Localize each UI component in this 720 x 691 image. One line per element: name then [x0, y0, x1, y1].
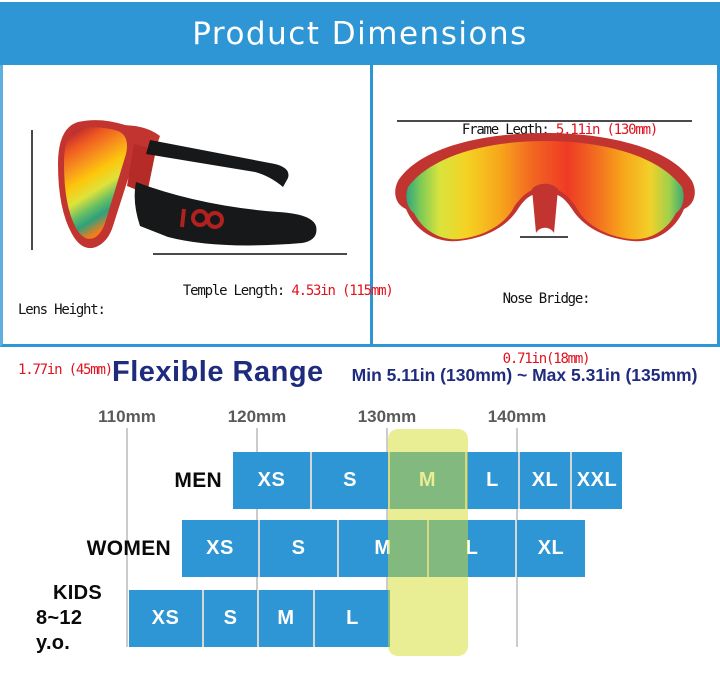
flexible-range-header: Flexible Range Min 5.11in (130mm) ~ Max … — [112, 356, 697, 389]
row-label-line: KIDS — [53, 582, 102, 604]
row-label-line: MEN — [174, 468, 222, 492]
size-row: XS S M L — [129, 590, 390, 647]
size-box-label: M — [374, 537, 392, 559]
size-box: L — [465, 452, 518, 509]
panels-border — [0, 65, 720, 347]
temple-length-label: Temple Length: — [182, 283, 292, 299]
ruler-tick-label: 120mm — [227, 407, 287, 426]
page-title: Product Dimensions — [192, 15, 528, 52]
lens-height-callout: Lens Height: 1.77in (45mm) — [18, 260, 113, 420]
size-box: XS — [182, 520, 258, 577]
size-box-label: XS — [206, 537, 234, 559]
brand-logo — [180, 208, 224, 229]
lens-height-value: 1.77in (45mm) — [18, 362, 113, 378]
size-box-label: XL — [537, 537, 565, 559]
side-view-sunglasses-image — [58, 120, 317, 249]
row-label: MEN — [0, 452, 222, 509]
size-box-label: L — [465, 537, 479, 559]
ruler-tick-label: 110mm — [98, 407, 156, 426]
size-box-label: XS — [151, 607, 180, 629]
size-box: S — [258, 520, 337, 577]
temple-length-line — [153, 253, 347, 255]
size-box: XXL — [570, 452, 622, 509]
temple-length-value: 4.53in (115mm) — [291, 283, 393, 299]
ruler-tick-line — [126, 428, 128, 647]
size-box-label: S — [343, 469, 357, 491]
highlight-band — [388, 429, 468, 656]
ruler-tick-label: 130mm — [357, 407, 417, 426]
front-view-sunglasses-image — [395, 133, 695, 242]
nose-bridge-value: 0.71in(18mm) — [502, 351, 591, 367]
lens-height-label: Lens Height: — [18, 302, 106, 318]
size-box: XS — [129, 590, 202, 647]
size-box-label: XS — [257, 469, 286, 491]
size-box: XS — [233, 452, 310, 509]
flexible-range-title: Flexible Range — [112, 356, 324, 388]
size-box-label: S — [291, 537, 306, 559]
size-box-label: L — [346, 607, 359, 629]
size-box: S — [202, 590, 257, 647]
nose-bridge-label: Nose Bridge: — [502, 291, 591, 307]
size-box-label: L — [486, 469, 499, 491]
size-box-label: S — [223, 607, 238, 629]
frame-length-line — [397, 120, 692, 122]
frame-length-callout: Frame Legth: 5.11in (130mm) — [392, 100, 698, 160]
lens-height-line — [31, 130, 33, 250]
header-bar: Product Dimensions — [0, 2, 720, 65]
size-box-label: M — [277, 607, 295, 629]
size-box: M — [257, 590, 313, 647]
size-box: XL — [518, 452, 570, 509]
temple-length-callout: Temple Length: 4.53in (115mm) — [154, 261, 394, 321]
row-label: WOMEN — [0, 520, 171, 577]
panel-divider — [370, 65, 373, 347]
nose-bridge-line — [520, 236, 568, 238]
size-box: L — [313, 590, 390, 647]
size-box: XL — [515, 520, 585, 577]
ruler-tick-label: 140mm — [487, 407, 547, 426]
row-label-line: WOMEN — [86, 536, 171, 560]
size-box: S — [310, 452, 388, 509]
row-label-line: 8~12 y.o. — [36, 607, 83, 654]
row-label: KIDS 8~12 y.o. — [36, 582, 119, 654]
flexible-range-subtitle: Min 5.11in (130mm) ~ Max 5.31in (135mm) — [351, 365, 698, 385]
size-box-label: XXL — [576, 469, 618, 491]
nose-bridge-callout: Nose Bridge: 0.71in(18mm) — [446, 249, 646, 409]
size-row: XS S M L XL — [182, 520, 585, 577]
size-box-label: XL — [531, 469, 559, 491]
